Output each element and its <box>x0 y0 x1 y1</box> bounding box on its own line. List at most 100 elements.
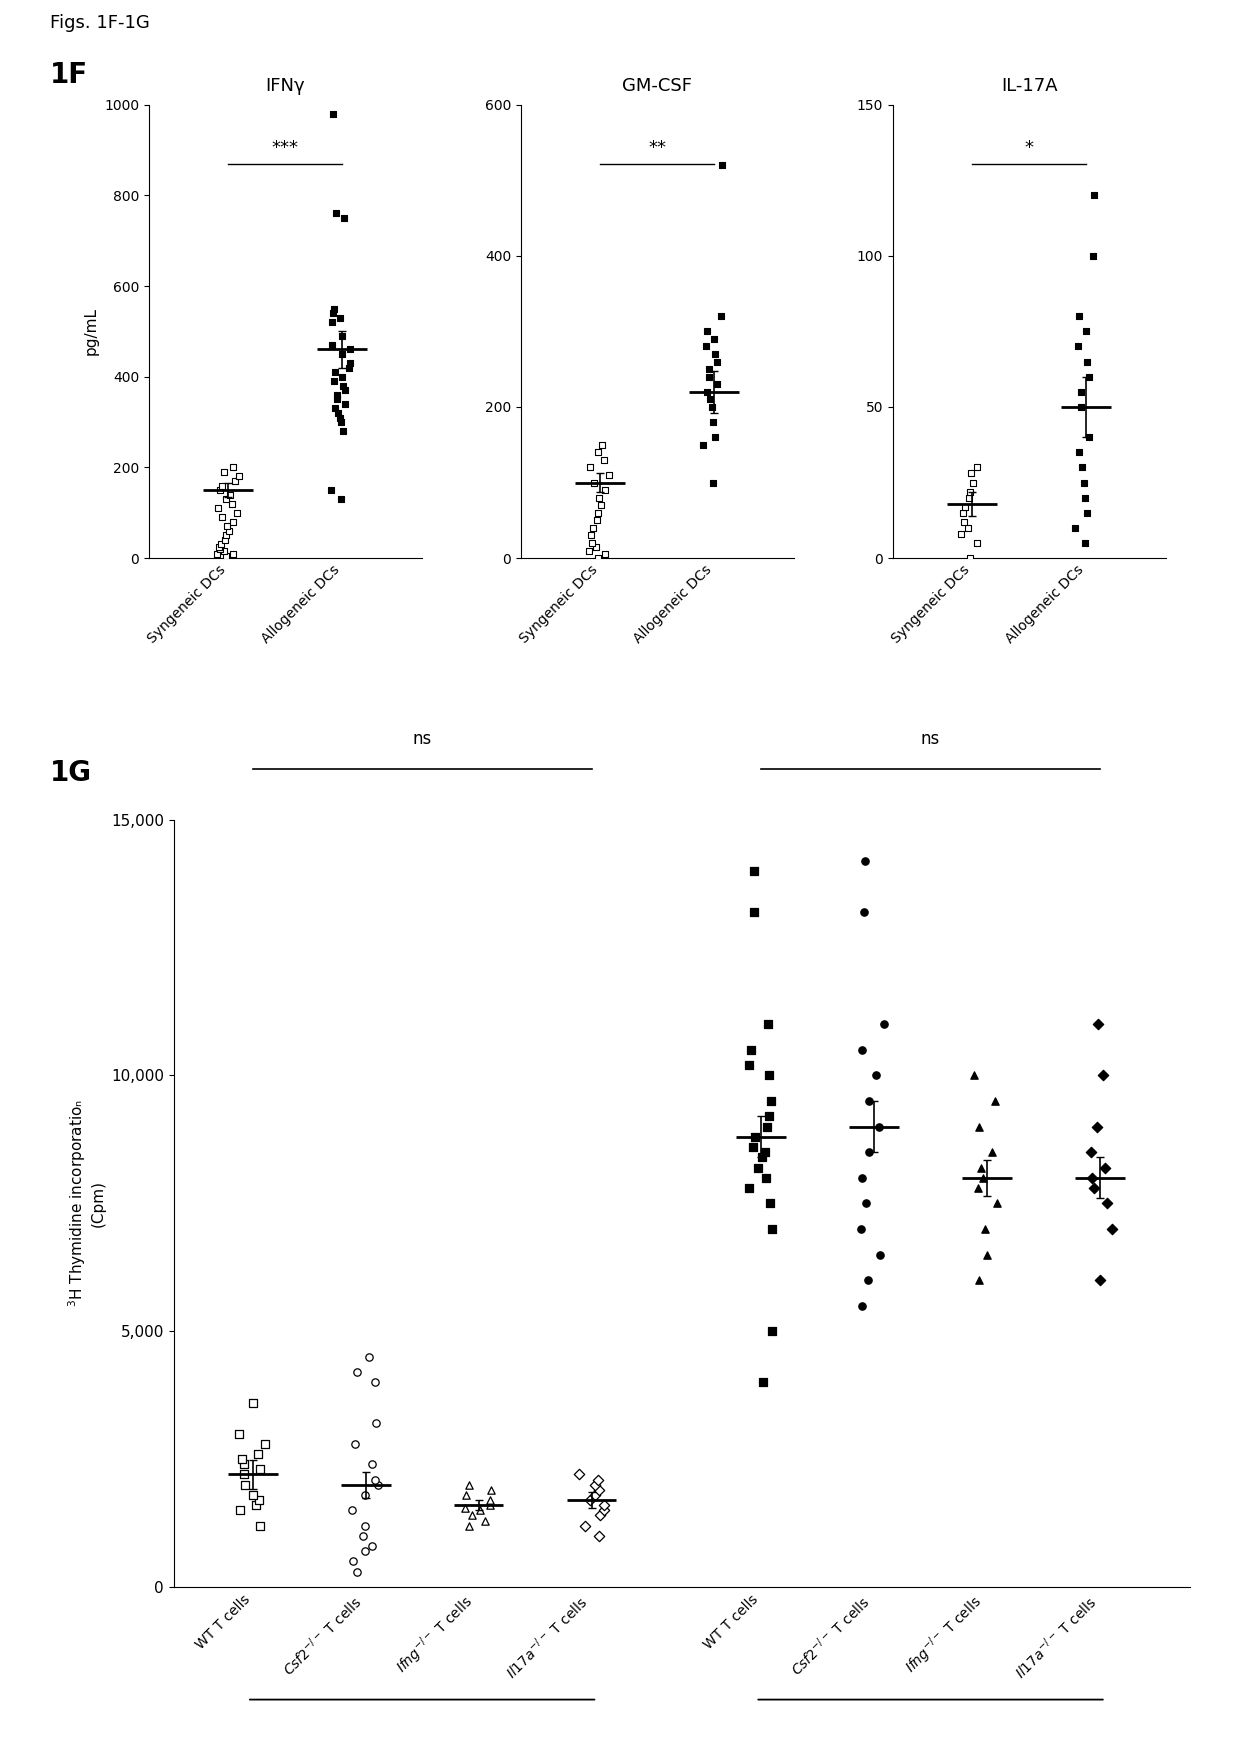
Point <box>1069 438 1089 466</box>
Point <box>968 1174 988 1202</box>
Point <box>951 520 971 548</box>
Point <box>955 494 975 521</box>
Point <box>342 1496 362 1524</box>
Point <box>255 1430 275 1458</box>
Point <box>712 152 732 180</box>
Point <box>362 1451 382 1479</box>
Point <box>1087 1010 1107 1038</box>
Point <box>852 1292 872 1320</box>
Point <box>589 544 609 572</box>
Point <box>744 898 764 926</box>
Point <box>215 537 234 565</box>
Point <box>329 399 348 427</box>
Point <box>481 1475 501 1503</box>
Point <box>594 1496 614 1524</box>
Point <box>582 521 601 549</box>
Point <box>599 460 619 488</box>
Point <box>234 1460 254 1488</box>
Point <box>1069 302 1089 330</box>
Point <box>1079 363 1099 391</box>
Point <box>356 1512 376 1540</box>
Point <box>589 1475 609 1503</box>
Point <box>219 516 239 544</box>
Text: 1G: 1G <box>50 759 92 787</box>
Point <box>243 1388 263 1416</box>
Point <box>583 528 603 556</box>
Point <box>574 1512 594 1540</box>
Point <box>1083 1163 1102 1191</box>
Point <box>759 1062 779 1090</box>
Point <box>236 1470 255 1498</box>
Point <box>955 508 975 535</box>
Point <box>211 476 231 504</box>
Point <box>335 391 355 419</box>
Point <box>594 446 614 474</box>
Point <box>874 1010 894 1038</box>
Point <box>587 532 606 560</box>
Point <box>740 1036 760 1064</box>
Point <box>963 469 983 497</box>
Y-axis label: $^{3}$H Thymidine incorporatioₙ
(Cpm): $^{3}$H Thymidine incorporatioₙ (Cpm) <box>66 1099 105 1308</box>
Point <box>856 846 875 874</box>
Point <box>975 1216 994 1243</box>
Point <box>248 1441 268 1468</box>
Point <box>367 1409 387 1437</box>
Point <box>1097 1189 1117 1217</box>
Point <box>332 363 352 391</box>
Point <box>584 1481 604 1509</box>
Point <box>696 333 715 361</box>
Point <box>970 1113 990 1141</box>
Point <box>455 1495 475 1523</box>
Point <box>954 499 973 527</box>
Title: GM-CSF: GM-CSF <box>622 77 692 94</box>
Point <box>321 476 341 504</box>
Point <box>748 1153 768 1181</box>
Point <box>703 469 723 497</box>
Point <box>1094 1062 1114 1090</box>
Point <box>583 514 603 542</box>
Point <box>216 521 236 549</box>
Point <box>868 1113 888 1141</box>
Point <box>217 513 237 541</box>
Point <box>211 535 231 563</box>
Point <box>699 363 719 391</box>
Point <box>977 1240 997 1268</box>
Point <box>1075 528 1095 556</box>
Point <box>591 492 611 520</box>
Point <box>211 530 231 558</box>
Point <box>340 349 360 377</box>
Point <box>967 453 987 481</box>
Point <box>743 1134 763 1162</box>
Point <box>852 1163 872 1191</box>
Point <box>212 471 232 499</box>
Point <box>760 1189 780 1217</box>
Point <box>972 1163 992 1191</box>
Point <box>1071 392 1091 420</box>
Point <box>234 1451 254 1479</box>
Point <box>215 459 234 487</box>
Point <box>1075 483 1095 511</box>
Point <box>340 335 360 363</box>
Point <box>335 204 355 232</box>
Point <box>588 1465 608 1493</box>
Point <box>324 368 343 396</box>
Point <box>707 347 727 375</box>
Point <box>345 1430 365 1458</box>
Point <box>761 1216 781 1243</box>
Text: ***: *** <box>272 140 299 157</box>
Point <box>854 898 874 926</box>
Point <box>761 1317 781 1345</box>
Point <box>1090 1266 1110 1294</box>
Point <box>1084 181 1104 209</box>
Point <box>247 1491 267 1519</box>
Point <box>1102 1216 1122 1243</box>
Point <box>594 1491 614 1519</box>
Point <box>342 1547 362 1575</box>
Point <box>751 1144 771 1172</box>
Point <box>325 394 345 422</box>
Title: IL-17A: IL-17A <box>1001 77 1058 94</box>
Point <box>591 431 611 459</box>
Text: 1F: 1F <box>50 61 88 89</box>
Point <box>222 490 242 518</box>
Point <box>326 199 346 227</box>
